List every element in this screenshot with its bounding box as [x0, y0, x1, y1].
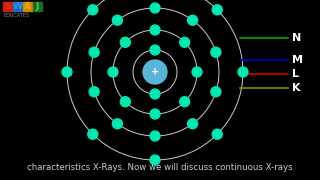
Circle shape: [112, 15, 122, 25]
Circle shape: [211, 87, 221, 97]
Circle shape: [212, 5, 222, 15]
Circle shape: [120, 97, 130, 107]
Circle shape: [88, 5, 98, 15]
Text: +: +: [151, 67, 159, 77]
Bar: [13, 2, 22, 11]
Text: M: M: [292, 55, 303, 65]
Circle shape: [211, 47, 221, 57]
Circle shape: [238, 67, 248, 77]
Text: K: K: [292, 83, 300, 93]
Circle shape: [150, 45, 160, 55]
Text: EDUCATES: EDUCATES: [3, 13, 29, 18]
Circle shape: [89, 87, 99, 97]
Circle shape: [62, 67, 72, 77]
Text: L: L: [292, 69, 299, 79]
Circle shape: [120, 37, 130, 47]
Circle shape: [180, 37, 190, 47]
Circle shape: [89, 47, 99, 57]
Circle shape: [150, 25, 160, 35]
Circle shape: [150, 155, 160, 165]
Text: A: A: [24, 2, 31, 11]
Bar: [23, 2, 32, 11]
Text: J: J: [36, 2, 39, 11]
Text: W: W: [12, 2, 22, 11]
Circle shape: [112, 119, 122, 129]
Circle shape: [150, 3, 160, 13]
Circle shape: [188, 15, 198, 25]
Circle shape: [150, 109, 160, 119]
Circle shape: [180, 97, 190, 107]
Circle shape: [188, 119, 198, 129]
Circle shape: [143, 60, 167, 84]
Circle shape: [192, 67, 202, 77]
Circle shape: [108, 67, 118, 77]
Circle shape: [212, 129, 222, 139]
Text: N: N: [292, 33, 301, 43]
Circle shape: [150, 131, 160, 141]
Text: S: S: [4, 2, 11, 11]
Circle shape: [150, 89, 160, 99]
Text: characteristics X-Rays. Now we will discuss continuous X-rays: characteristics X-Rays. Now we will disc…: [27, 163, 293, 172]
Circle shape: [88, 129, 98, 139]
Bar: [33, 2, 42, 11]
Bar: [3, 2, 12, 11]
